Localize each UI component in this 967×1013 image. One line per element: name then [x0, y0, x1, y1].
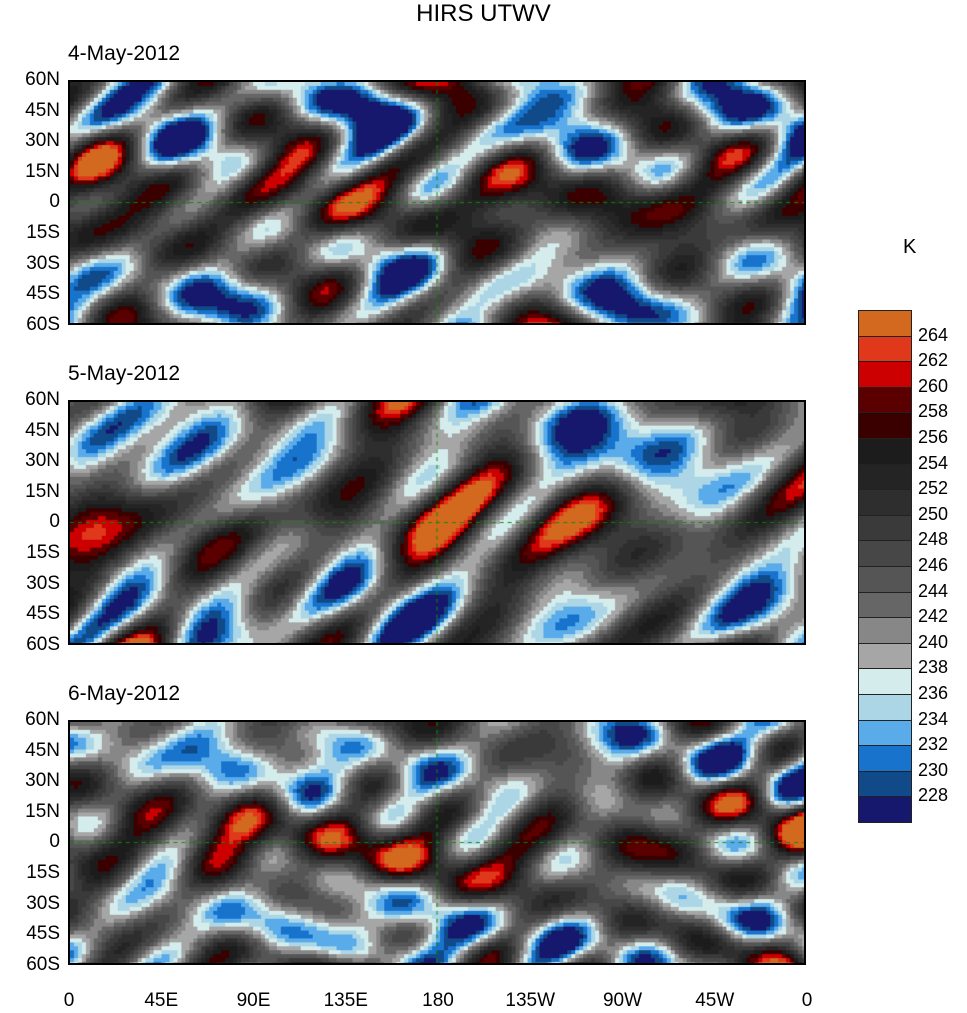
lat-tick-label: 30N	[25, 450, 60, 472]
lat-tick-label: 30N	[25, 130, 60, 152]
colorbar-swatch	[858, 540, 912, 567]
colorbar-swatch	[858, 386, 912, 414]
colorbar-swatch	[858, 463, 912, 491]
lat-tick-label: 45S	[26, 283, 60, 305]
colorbar-swatch	[858, 591, 912, 619]
lat-tick-label: 0	[49, 191, 60, 213]
lon-tick-label: 180	[422, 990, 454, 1011]
colorbar-label: 258	[918, 401, 949, 422]
lat-tick-label: 0	[49, 511, 60, 533]
colorbar-swatch	[858, 617, 912, 644]
lat-tick-label: 15N	[25, 160, 60, 182]
colorbar-label: 254	[918, 452, 949, 473]
colorbar-swatch	[858, 514, 912, 542]
colorbar-swatch	[858, 438, 912, 465]
lat-tick-label: 30S	[26, 572, 60, 594]
colorbar-label: 260	[918, 375, 949, 396]
colorbar-swatch	[858, 642, 912, 670]
colorbar-swatch	[858, 770, 912, 798]
colorbar-swatch	[858, 489, 912, 516]
colorbar-swatch	[858, 566, 912, 593]
colorbar-swatch	[858, 361, 912, 388]
panel-3-date: 6-May-2012	[68, 682, 181, 705]
colorbar-swatch	[858, 412, 912, 439]
lat-tick-label: 30N	[25, 770, 60, 792]
lat-tick-label: 45N	[25, 419, 60, 441]
lon-tick-label: 45E	[144, 990, 179, 1011]
colorbar-label: 252	[918, 478, 949, 499]
colorbar-label: 232	[918, 734, 949, 755]
lat-tick-label: 30S	[26, 252, 60, 274]
colorbar-label: 228	[918, 785, 949, 806]
lat-tick-label: 45S	[26, 923, 60, 945]
map-panel-1	[68, 80, 806, 325]
lat-tick-label: 45N	[25, 739, 60, 761]
lat-tick-label: 15S	[26, 862, 60, 883]
colorbar-swatch	[858, 310, 912, 337]
contour-field-3	[70, 722, 804, 963]
lon-tick-label: 135W	[505, 990, 556, 1011]
lon-tick-label: 135E	[323, 990, 368, 1011]
colorbar-label: 234	[918, 708, 949, 729]
colorbar-label: 246	[918, 555, 949, 575]
colorbar-label: 250	[918, 503, 949, 524]
lon-tick-label: 90E	[236, 990, 271, 1011]
panel-1-date: 4-May-2012	[68, 42, 181, 65]
figure-title: HIRS UTWV	[416, 0, 551, 27]
colorbar-label: 230	[918, 759, 949, 780]
lat-tick-label: 60N	[25, 709, 60, 730]
contour-field-2	[70, 402, 804, 643]
colorbar-swatch	[858, 745, 912, 772]
lat-tick-label: 15S	[26, 222, 60, 243]
lat-tick-label: 0	[49, 831, 60, 853]
colorbar-label: 248	[918, 529, 949, 550]
colorbar-label: 244	[918, 580, 949, 601]
contour-field-1	[70, 82, 804, 323]
lat-tick-label: 15N	[25, 800, 60, 822]
lat-tick-label: 30S	[26, 892, 60, 914]
lat-tick-label: 45N	[25, 99, 60, 121]
colorbar-label: 242	[918, 606, 949, 627]
colorbar-label: 240	[918, 631, 949, 652]
map-panel-3	[68, 720, 806, 965]
lat-tick-label: 60N	[25, 389, 60, 410]
colorbar-label: 256	[918, 427, 949, 447]
map-panel-2	[68, 400, 806, 645]
colorbar-swatch	[858, 694, 912, 721]
lon-tick-label: 90W	[602, 990, 643, 1011]
lat-tick-label: 15S	[26, 542, 60, 563]
lat-tick-label: 45S	[26, 603, 60, 625]
lat-tick-label: 60S	[26, 313, 60, 335]
lon-tick-label: 45W	[695, 990, 735, 1011]
colorbar-label: 262	[918, 350, 949, 371]
panel-2-date: 5-May-2012	[68, 362, 181, 385]
colorbar-label: 264	[918, 324, 949, 345]
colorbar-swatch	[858, 796, 912, 823]
colorbar-label: 238	[918, 657, 949, 678]
lat-tick-label: 15N	[25, 480, 60, 502]
colorbar-unit: K	[903, 236, 917, 258]
lat-tick-label: 60N	[25, 69, 60, 90]
colorbar-swatch	[858, 335, 912, 363]
colorbar-swatch	[858, 668, 912, 695]
colorbar-label: 236	[918, 683, 949, 703]
lon-tick-label: 0	[63, 990, 75, 1011]
lat-tick-label: 60S	[26, 953, 60, 975]
lon-tick-label: 0	[801, 990, 813, 1011]
lat-tick-label: 60S	[26, 633, 60, 655]
colorbar-swatch	[858, 719, 912, 747]
